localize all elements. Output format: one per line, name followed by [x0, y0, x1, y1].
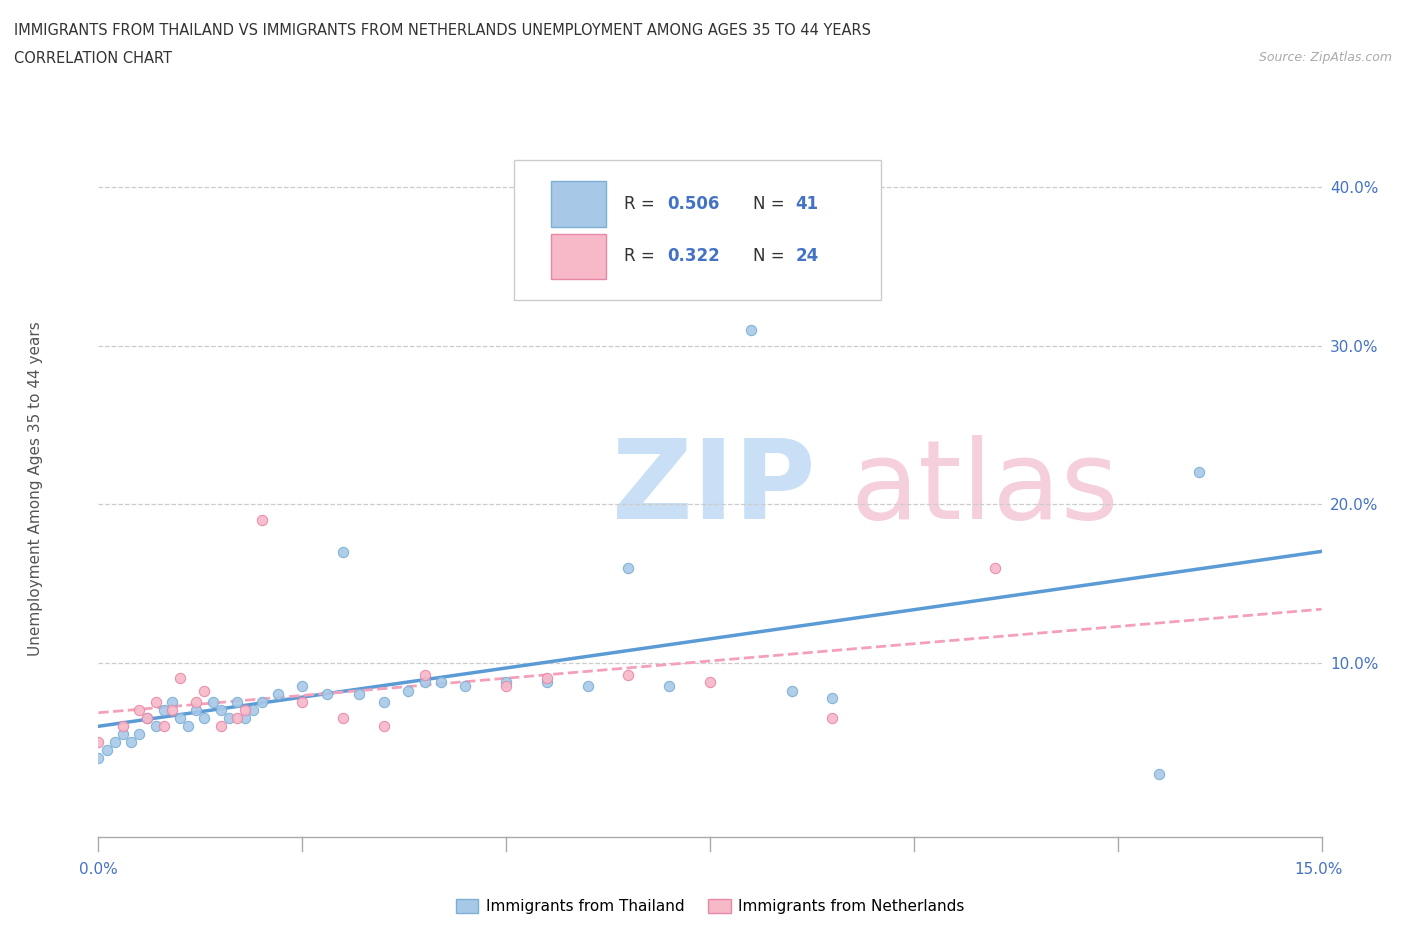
Text: 24: 24 — [796, 247, 818, 265]
Point — [87, 735, 110, 750]
Point — [218, 711, 240, 725]
Point — [160, 703, 183, 718]
Legend: Immigrants from Thailand, Immigrants from Netherlands: Immigrants from Thailand, Immigrants fro… — [450, 893, 970, 920]
Point — [250, 695, 273, 710]
Point — [495, 674, 517, 689]
Point — [291, 695, 314, 710]
Point — [1147, 766, 1170, 781]
Point — [658, 679, 681, 694]
Text: N =: N = — [752, 247, 790, 265]
Point — [193, 711, 215, 725]
Point — [617, 560, 640, 575]
Point — [209, 703, 232, 718]
Text: atlas: atlas — [851, 434, 1119, 542]
Point — [349, 687, 371, 702]
Point — [226, 711, 249, 725]
Point — [250, 512, 273, 527]
Text: CORRELATION CHART: CORRELATION CHART — [14, 51, 172, 66]
Point — [495, 679, 517, 694]
Point — [226, 695, 249, 710]
Text: 41: 41 — [796, 194, 818, 213]
Point — [160, 695, 183, 710]
Point — [821, 690, 844, 705]
Point — [233, 711, 256, 725]
Point — [186, 695, 208, 710]
Point — [536, 674, 558, 689]
Point — [136, 711, 159, 725]
Point — [373, 719, 395, 734]
Point — [111, 726, 134, 741]
Text: IMMIGRANTS FROM THAILAND VS IMMIGRANTS FROM NETHERLANDS UNEMPLOYMENT AMONG AGES : IMMIGRANTS FROM THAILAND VS IMMIGRANTS F… — [14, 23, 872, 38]
Bar — [551, 233, 606, 279]
Text: R =: R = — [624, 194, 661, 213]
Text: R =: R = — [624, 247, 661, 265]
Point — [413, 674, 436, 689]
Point — [145, 695, 167, 710]
Point — [96, 742, 118, 757]
Text: 0.322: 0.322 — [668, 247, 720, 265]
Point — [699, 674, 721, 689]
Point — [193, 684, 215, 698]
Point — [332, 544, 354, 559]
Text: 0.506: 0.506 — [668, 194, 720, 213]
Text: 0.0%: 0.0% — [79, 862, 118, 877]
Point — [145, 719, 167, 734]
Point — [291, 679, 314, 694]
Point — [169, 671, 191, 686]
Point — [87, 751, 110, 765]
Text: Source: ZipAtlas.com: Source: ZipAtlas.com — [1258, 51, 1392, 64]
Point — [169, 711, 191, 725]
Point — [984, 560, 1007, 575]
Bar — [551, 181, 606, 227]
Text: N =: N = — [752, 194, 790, 213]
Point — [373, 695, 395, 710]
Point — [120, 735, 142, 750]
Point — [186, 703, 208, 718]
Point — [104, 735, 127, 750]
Point — [201, 695, 224, 710]
Point — [454, 679, 477, 694]
Text: ZIP: ZIP — [612, 434, 815, 542]
Point — [233, 703, 256, 718]
Point — [780, 684, 803, 698]
Point — [821, 711, 844, 725]
Point — [617, 668, 640, 683]
Point — [136, 711, 159, 725]
Point — [267, 687, 290, 702]
Point — [413, 668, 436, 683]
Point — [128, 726, 150, 741]
Point — [315, 687, 337, 702]
Point — [152, 703, 174, 718]
Point — [111, 719, 134, 734]
Point — [177, 719, 200, 734]
Point — [332, 711, 354, 725]
Point — [396, 684, 419, 698]
Text: Unemployment Among Ages 35 to 44 years: Unemployment Among Ages 35 to 44 years — [28, 321, 42, 656]
Point — [1188, 465, 1211, 480]
Point — [430, 674, 453, 689]
Point — [209, 719, 232, 734]
Point — [536, 671, 558, 686]
Point — [128, 703, 150, 718]
Point — [152, 719, 174, 734]
Point — [576, 679, 599, 694]
Point — [740, 323, 762, 338]
FancyBboxPatch shape — [515, 161, 882, 300]
Text: 15.0%: 15.0% — [1295, 862, 1343, 877]
Point — [242, 703, 264, 718]
